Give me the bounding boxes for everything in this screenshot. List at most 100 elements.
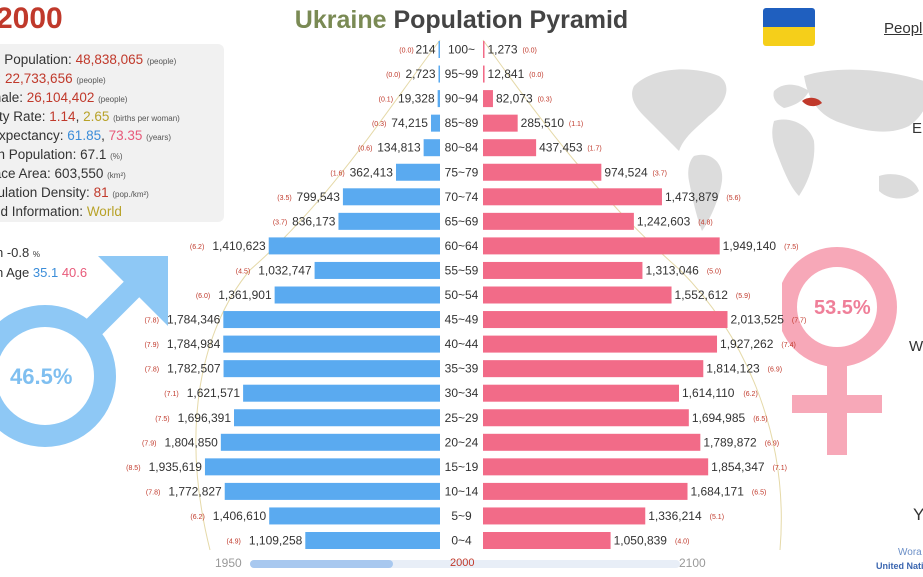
age-group-label: 60~64 <box>445 239 479 253</box>
male-bar <box>438 41 440 58</box>
male-bar <box>223 335 440 353</box>
male-value-label: 1,784,984 <box>167 337 221 351</box>
age-group-label: 70~74 <box>445 190 479 204</box>
female-value-label: 1,614,110 <box>682 386 735 400</box>
male-pct-label: (4.5) <box>236 268 250 275</box>
male-value-label: 1,032,747 <box>258 263 312 277</box>
female-pct-label: (5.0) <box>707 268 721 275</box>
male-bar <box>430 114 440 132</box>
female-pct-label: (6.5) <box>753 416 767 423</box>
ukraine-highlight <box>802 97 822 107</box>
female-bar <box>483 188 662 206</box>
female-symbol-icon <box>782 247 897 455</box>
timeline-slider[interactable] <box>250 560 680 568</box>
female-value-label: 1,684,171 <box>691 484 745 498</box>
male-bar <box>269 507 440 525</box>
female-pct-label: (5.1) <box>710 514 724 521</box>
female-value-label: 1,552,612 <box>675 288 729 302</box>
female-bar <box>483 139 537 157</box>
stat-urban: an Population: 67.1 (%) <box>0 147 123 162</box>
male-pct-label: (7.8) <box>145 318 159 325</box>
female-bar <box>483 41 485 58</box>
stat-male: e: 22,733,656 (people) <box>0 71 106 86</box>
female-pct-label: (7.1) <box>773 465 787 472</box>
stat-total: al Population: 48,838,065 (people) <box>0 52 177 67</box>
male-pct-label: (7.8) <box>145 367 159 374</box>
female-pct-label: (7.5) <box>784 244 798 251</box>
male-bar <box>223 311 440 329</box>
male-pct-label: (8.5) <box>126 465 140 472</box>
male-pct-label: (0.3) <box>372 121 386 128</box>
female-bar <box>483 286 672 304</box>
female-percentage: 53.5% <box>814 297 871 319</box>
male-bar <box>314 261 440 279</box>
female-bar <box>483 212 634 230</box>
female-value-label: 1,814,123 <box>706 362 760 376</box>
people-link[interactable]: Peopl <box>884 20 923 37</box>
female-bar <box>483 507 646 525</box>
male-pct-label: (7.1) <box>164 391 178 398</box>
female-pct-label: (0.0) <box>529 72 543 79</box>
male-value-label: 1,109,258 <box>249 534 303 548</box>
side-letter-y: Y <box>913 505 923 524</box>
female-bar <box>483 482 688 500</box>
stats-panel: al Population: 48,838,065 (people) e: 22… <box>0 44 224 222</box>
stat-life-expectancy: Expectancy: 61.85, 73.35 (years) <box>0 128 172 143</box>
male-value-label: 1,784,346 <box>167 313 221 327</box>
male-value-label: 1,804,850 <box>164 435 218 449</box>
age-group-label: 55~59 <box>445 263 479 277</box>
female-bar <box>483 90 493 108</box>
stat-female: male: 26,104,402 (people) <box>0 90 128 105</box>
age-group-label: 20~24 <box>445 435 479 449</box>
female-value-label: 1,789,872 <box>703 435 757 449</box>
timeline-progress <box>250 560 394 568</box>
age-group-label: 15~19 <box>445 460 479 474</box>
male-bar <box>305 532 440 549</box>
timeline-end-label: 2100 <box>679 556 706 570</box>
source-org: United Nati <box>876 561 923 571</box>
male-pct-label: (3.7) <box>273 219 287 226</box>
age-group-label: 65~69 <box>445 214 479 228</box>
male-bar <box>224 482 440 500</box>
world-map <box>632 69 923 231</box>
source-label: Wora <box>898 547 922 558</box>
male-value-label: 134,813 <box>377 141 421 155</box>
age-group-label: 95~99 <box>445 67 479 81</box>
age-group-label: 75~79 <box>445 165 479 179</box>
male-bar <box>423 139 440 157</box>
title-country: Ukraine <box>294 6 387 34</box>
age-group-label: 30~34 <box>445 386 479 400</box>
median-age: n Age 35.1 40.6 <box>0 265 88 280</box>
female-value-label: 1,694,985 <box>692 411 746 425</box>
male-value-label: 1,935,619 <box>149 460 203 474</box>
age-group-label: 45~49 <box>445 313 479 327</box>
male-percentage: 46.5% <box>10 364 73 389</box>
male-bar <box>437 90 440 108</box>
ukraine-flag-icon <box>763 8 815 46</box>
female-pct-label: (6.9) <box>768 367 782 374</box>
female-pct-label: (1.1) <box>569 121 583 128</box>
male-value-label: 799,543 <box>297 190 341 204</box>
male-bar <box>220 433 440 451</box>
male-value-label: 1,406,610 <box>213 509 267 523</box>
male-symbol-icon <box>0 256 168 447</box>
female-pct-label: (0.3) <box>538 97 552 104</box>
stat-detail[interactable]: led Information: World <box>0 204 122 219</box>
male-pct-label: (4.9) <box>226 539 240 546</box>
female-bar <box>483 114 518 132</box>
male-value-label: 1,621,571 <box>187 386 241 400</box>
age-group-label: 80~84 <box>445 141 479 155</box>
age-group-label: 40~44 <box>445 337 479 351</box>
age-group-label: 10~14 <box>445 484 479 498</box>
female-value-label: 2,013,525 <box>730 313 784 327</box>
male-pct-label: (6.0) <box>196 293 210 300</box>
age-group-label: 50~54 <box>445 288 479 302</box>
male-bar <box>395 163 440 181</box>
female-pct-label: (5.6) <box>726 195 740 202</box>
male-value-label: 74,215 <box>391 116 428 130</box>
female-value-label: 82,073 <box>496 92 533 106</box>
male-bar <box>338 212 440 230</box>
male-bar <box>243 384 440 402</box>
male-pct-label: (3.5) <box>277 195 291 202</box>
female-pct-label: (7.7) <box>792 318 806 325</box>
